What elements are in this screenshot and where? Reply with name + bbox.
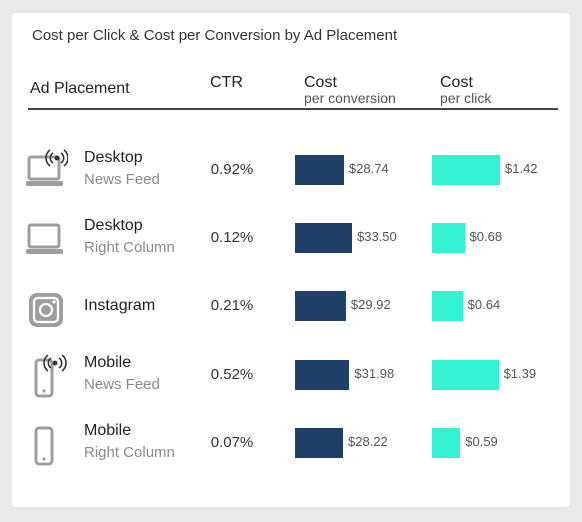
table-row: Instagram 0.21% $29.92 $0.64 <box>12 283 570 347</box>
placement-name: Mobile <box>84 354 132 371</box>
conversion-bar <box>295 155 344 185</box>
mobile-broadcast-icon <box>26 354 68 402</box>
placement-subname: Right Column <box>84 239 175 256</box>
header-cost-per-click: Cost per click <box>440 74 491 106</box>
conversion-label: $33.50 <box>357 229 397 244</box>
header-divider <box>28 108 558 110</box>
click-bar <box>432 155 500 185</box>
desktop-broadcast-icon <box>26 149 68 197</box>
conversion-bar <box>295 428 344 458</box>
conversion-bar <box>295 223 352 253</box>
click-bar <box>432 428 461 458</box>
desktop-icon <box>26 217 68 265</box>
ctr-value: 0.52% <box>210 366 254 383</box>
click-label: $1.39 <box>503 366 537 381</box>
placement-subname: News Feed <box>84 376 160 393</box>
ctr-value: 0.21% <box>210 297 254 314</box>
click-bar <box>432 223 465 253</box>
conversion-bar <box>295 360 350 390</box>
table-row: Desktop Right Column 0.12% $33.50 $0.68 <box>12 215 570 279</box>
placement-name: Instagram <box>84 297 156 314</box>
header-click-main: Cost <box>440 74 473 91</box>
click-bar <box>432 291 463 321</box>
click-label: $1.42 <box>505 161 538 176</box>
table-row: Desktop News Feed 0.92% $28.74 $1.42 <box>12 147 570 211</box>
conversion-label: $29.92 <box>350 297 391 312</box>
click-label: $0.64 <box>467 297 501 312</box>
click-label: $0.68 <box>469 229 503 244</box>
click-label: $0.59 <box>465 434 498 449</box>
table-row: Mobile News Feed 0.52% $31.98 $1.39 <box>12 352 570 416</box>
table-row: Mobile Right Column 0.07% $28.22 $0.59 <box>12 420 570 484</box>
chart-title: Cost per Click & Cost per Conversion by … <box>32 27 398 44</box>
placement-name: Desktop <box>84 149 143 166</box>
header-ctr: CTR <box>210 74 243 91</box>
header-click-sub: per click <box>440 90 492 106</box>
header-ad-placement: Ad Placement <box>30 80 130 97</box>
conversion-bar <box>295 291 346 321</box>
conversion-label: $31.98 <box>354 366 395 381</box>
conversion-label: $28.22 <box>348 434 388 449</box>
ctr-value: 0.12% <box>210 229 254 246</box>
mobile-icon <box>26 422 68 470</box>
click-bar <box>432 360 499 390</box>
placement-name: Mobile <box>84 422 132 439</box>
conversion-label: $28.74 <box>348 161 389 176</box>
ctr-value: 0.07% <box>210 434 254 451</box>
header-conv-sub: per conversion <box>304 90 396 106</box>
placement-subname: News Feed <box>84 171 160 188</box>
header-conv-main: Cost <box>304 74 337 91</box>
placement-subname: Right Column <box>84 444 175 461</box>
placement-name: Desktop <box>84 217 143 234</box>
instagram-icon <box>26 285 68 333</box>
header-cost-per-conversion: Cost per conversion <box>304 74 396 106</box>
ctr-value: 0.92% <box>210 161 254 178</box>
chart-card: Cost per Click & Cost per Conversion by … <box>12 13 570 507</box>
